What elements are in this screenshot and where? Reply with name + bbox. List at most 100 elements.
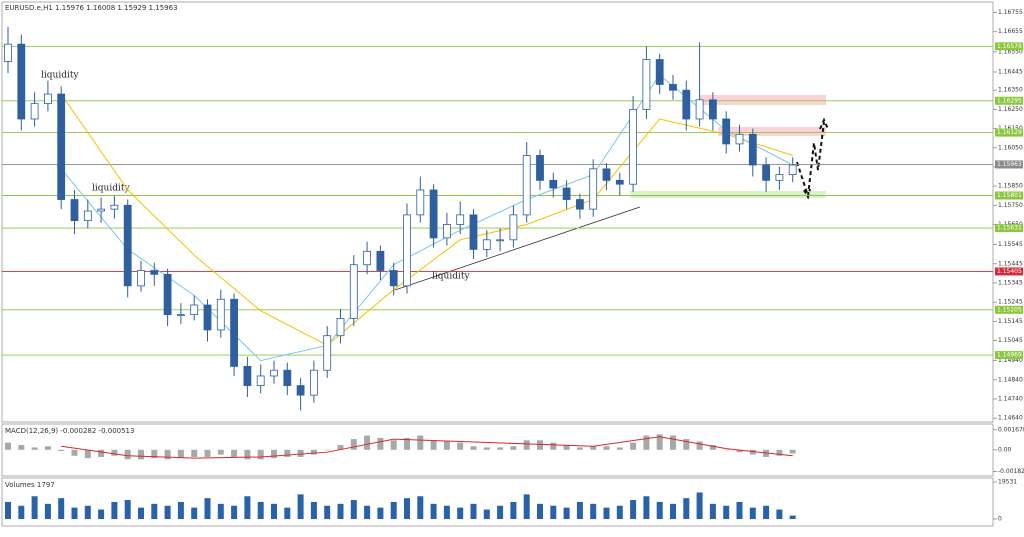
volume-bar bbox=[244, 496, 251, 519]
macd-bar bbox=[231, 449, 238, 457]
volume-bar bbox=[337, 503, 344, 519]
volume-bar bbox=[31, 496, 38, 519]
y-tick-label: 1.14740 bbox=[998, 395, 1023, 402]
volume-bar bbox=[683, 498, 690, 519]
volume-bar bbox=[776, 509, 783, 519]
volume-bar bbox=[430, 503, 437, 519]
candle-body bbox=[469, 214, 478, 250]
candle-body bbox=[150, 270, 159, 275]
macd-bar bbox=[443, 441, 450, 450]
macd-bar bbox=[537, 440, 543, 450]
y-tick-label: 1.16050 bbox=[998, 144, 1023, 151]
level-label-bg bbox=[995, 42, 1023, 51]
candle-body bbox=[748, 133, 757, 166]
candle-body bbox=[137, 270, 145, 287]
y-tick-label: 1.16445 bbox=[998, 69, 1023, 76]
volume-bar bbox=[537, 503, 543, 519]
volume-bar bbox=[483, 509, 490, 519]
macd-bar bbox=[191, 449, 198, 457]
y-tick-label: 1.14940 bbox=[998, 357, 1023, 364]
volume-bar bbox=[550, 505, 557, 519]
candle-body bbox=[562, 187, 571, 200]
volume-bar bbox=[350, 500, 357, 519]
candle-body bbox=[655, 59, 664, 85]
candle-body bbox=[536, 155, 544, 181]
volume-bar bbox=[217, 503, 224, 519]
macd-bar bbox=[164, 449, 171, 460]
y-tick-label: 1.15750 bbox=[998, 202, 1023, 209]
volume-bar bbox=[71, 507, 78, 519]
candle-body bbox=[496, 239, 505, 242]
macd-bar bbox=[297, 449, 304, 457]
level-label: 1.15801 bbox=[997, 192, 1022, 199]
macd-bar bbox=[310, 449, 317, 455]
macd-bar bbox=[430, 440, 437, 450]
annotation: liquidity bbox=[432, 272, 470, 282]
y-tick-label: 1.15045 bbox=[998, 337, 1023, 344]
y-tick-label: 1.16550 bbox=[998, 48, 1023, 55]
macd-bar bbox=[736, 449, 743, 453]
macd-bar bbox=[483, 447, 490, 450]
y-tick-label: 1.15445 bbox=[998, 260, 1023, 267]
level-label-bg bbox=[995, 96, 1023, 105]
y-tick-label: 1.16150 bbox=[998, 125, 1023, 132]
macd-bar bbox=[18, 445, 25, 450]
volume-bar bbox=[111, 501, 118, 519]
candle-body bbox=[429, 189, 438, 239]
volume-bar bbox=[98, 509, 105, 519]
macd-bar bbox=[417, 435, 424, 450]
volume-bar bbox=[656, 501, 663, 519]
volume-bar bbox=[151, 503, 158, 519]
macd-signal bbox=[61, 436, 793, 459]
volume-bar bbox=[390, 501, 397, 519]
volume-bar bbox=[443, 505, 450, 519]
candle-body bbox=[403, 214, 411, 287]
y-tick-label: 0.00 bbox=[998, 446, 1012, 453]
volume-bar bbox=[231, 505, 238, 519]
candle-body bbox=[589, 168, 598, 210]
y-tick-label: 19531 bbox=[998, 479, 1017, 486]
level-label: 1.14969 bbox=[997, 352, 1022, 359]
macd-bar bbox=[470, 446, 477, 450]
y-tick-label: 1.14840 bbox=[998, 376, 1023, 383]
level-label-bg bbox=[995, 267, 1023, 276]
macd-title: MACD(12,26,9) -0.000282 -0.000513 bbox=[5, 427, 134, 435]
volume-bar bbox=[124, 500, 131, 519]
candle-body bbox=[456, 214, 465, 225]
candle-body bbox=[336, 318, 345, 337]
candle-body bbox=[270, 369, 278, 377]
macd-bar bbox=[550, 442, 557, 450]
candle-body bbox=[762, 164, 770, 181]
volume-bar bbox=[590, 503, 597, 519]
candle-body bbox=[17, 43, 26, 120]
macd-bar bbox=[457, 442, 464, 450]
macd-bar bbox=[563, 445, 570, 450]
candle-body bbox=[57, 93, 66, 200]
macd-bar bbox=[523, 440, 530, 450]
volume-bar bbox=[417, 496, 424, 519]
volume-bar bbox=[749, 507, 756, 519]
candle-body bbox=[44, 93, 52, 105]
macd-bar bbox=[71, 449, 78, 456]
candle-body bbox=[629, 108, 637, 185]
candle-body bbox=[110, 204, 119, 210]
candle-body bbox=[722, 118, 731, 145]
candle-body bbox=[549, 179, 558, 189]
volume-bar bbox=[377, 507, 384, 519]
macd-bar bbox=[670, 435, 676, 450]
level-label-bg bbox=[995, 128, 1023, 137]
level-label-bg bbox=[995, 305, 1023, 314]
volume-bar bbox=[177, 501, 184, 519]
candle-body bbox=[442, 224, 451, 239]
macd-bar bbox=[510, 446, 517, 450]
macd-bar bbox=[603, 446, 610, 450]
macd-bar bbox=[377, 437, 384, 450]
level-label: 1.16129 bbox=[997, 129, 1022, 136]
candle-body bbox=[203, 304, 212, 331]
volume-bar bbox=[763, 505, 770, 519]
y-tick-label: 0.001678 bbox=[998, 426, 1024, 433]
volume-bar bbox=[44, 503, 51, 519]
annotation: liquidity bbox=[41, 71, 79, 81]
macd-bar bbox=[58, 449, 65, 451]
